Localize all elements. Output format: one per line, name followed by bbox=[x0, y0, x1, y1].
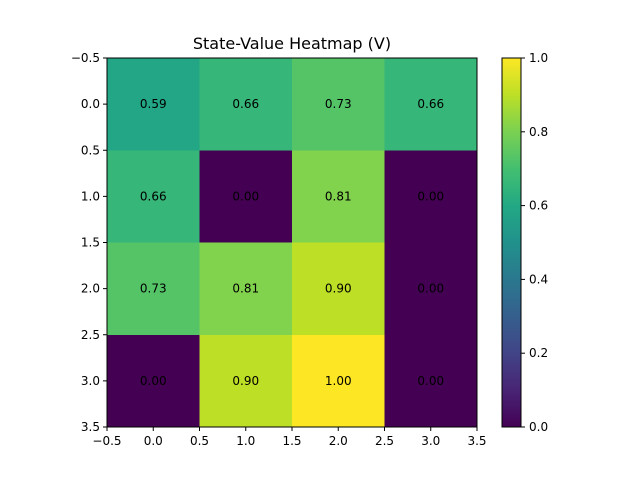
cell-value-label: 1.00 bbox=[325, 374, 352, 388]
heatmap-axes: −0.5 0.0 0.5 1.0 1.5 2.0 2.5 3.0 3.5−0.50.00.51.… bbox=[71, 51, 487, 448]
y-tick-label: 0.5 bbox=[81, 143, 100, 157]
heatmap-cell-r1-c0 bbox=[107, 150, 200, 243]
x-tick-label: 1.0 bbox=[236, 434, 255, 448]
colorbar-frame bbox=[501, 57, 522, 428]
colorbar-tick-label: 0.6 bbox=[529, 199, 548, 213]
heatmap-cell-r0-c1 bbox=[199, 58, 292, 151]
cell-value-label: 0.81 bbox=[325, 189, 352, 203]
y-tick-label: 3.5 bbox=[81, 420, 100, 434]
chart-title: State-Value Heatmap (V) bbox=[193, 34, 391, 53]
cell-value-label: 0.00 bbox=[417, 189, 444, 203]
y-tick-label: 0.0 bbox=[81, 97, 100, 111]
cell-value-label: 0.00 bbox=[417, 282, 444, 296]
x-tick-label: 2.0 bbox=[329, 434, 348, 448]
heatmap-cell-r0-c3 bbox=[384, 58, 477, 151]
y-tick-label: 2.5 bbox=[81, 328, 100, 342]
heatmap-cell-r2-c0 bbox=[107, 242, 200, 335]
colorbar-gradient bbox=[502, 58, 521, 427]
heatmap-cell-r3-c3 bbox=[384, 334, 477, 427]
y-tick-label: 1.0 bbox=[81, 189, 100, 203]
heatmap-cell-r1-c3 bbox=[384, 150, 477, 243]
colorbar-tick-label: 1.0 bbox=[529, 51, 548, 65]
heatmap-cell-r3-c2 bbox=[292, 334, 385, 427]
cell-value-label: 0.81 bbox=[232, 282, 259, 296]
y-tick-label: 1.5 bbox=[81, 236, 100, 250]
heatmap-cell-r1-c2 bbox=[292, 150, 385, 243]
cell-value-label: 0.00 bbox=[232, 189, 259, 203]
colorbar-tick-label: 0.2 bbox=[529, 346, 548, 360]
heatmap-cell-r2-c1 bbox=[199, 242, 292, 335]
colorbar-tick-label: 0.4 bbox=[529, 272, 548, 286]
colorbar-tick-label: 0.0 bbox=[529, 420, 548, 434]
heatmap-cell-r2-c2 bbox=[292, 242, 385, 335]
cell-value-label: 0.73 bbox=[140, 282, 167, 296]
heatmap-cell-r0-c0 bbox=[107, 58, 200, 151]
heatmap-cells bbox=[107, 58, 477, 427]
cell-value-label: 0.59 bbox=[140, 97, 167, 111]
cell-value-label: 0.00 bbox=[417, 374, 444, 388]
y-tick-label: −0.5 bbox=[71, 51, 100, 65]
x-tick-label: 2.5 bbox=[375, 434, 394, 448]
cell-value-label: 0.66 bbox=[417, 97, 444, 111]
cell-value-label: 0.90 bbox=[232, 374, 259, 388]
x-tick-label: 3.5 bbox=[467, 434, 486, 448]
colorbar: 0.0 0.2 0.4 0.6 0.8 1.0 bbox=[501, 51, 548, 434]
heatmap-cell-r1-c1 bbox=[199, 150, 292, 243]
x-tick-label: 1.5 bbox=[282, 434, 301, 448]
colorbar-tick-label: 0.8 bbox=[529, 125, 548, 139]
cell-value-label: 0.66 bbox=[140, 189, 167, 203]
y-tick-label: 3.0 bbox=[81, 374, 100, 388]
x-tick-label: −0.5 bbox=[92, 434, 121, 448]
cell-value-label: 0.90 bbox=[325, 282, 352, 296]
heatmap-cell-r3-c1 bbox=[199, 334, 292, 427]
heatmap-cell-r2-c3 bbox=[384, 242, 477, 335]
x-tick-label: 3.0 bbox=[421, 434, 440, 448]
cell-value-label: 0.00 bbox=[140, 374, 167, 388]
cell-value-label: 0.66 bbox=[232, 97, 259, 111]
x-tick-label: 0.5 bbox=[190, 434, 209, 448]
y-tick-label: 2.0 bbox=[81, 282, 100, 296]
cell-value-label: 0.73 bbox=[325, 97, 352, 111]
heatmap-cell-labels: 0.59 0.66 0.73 0.66 0.66 0.00 0.81 0.00 0.73 0.81… bbox=[140, 97, 444, 388]
x-tick-label: 0.0 bbox=[144, 434, 163, 448]
heatmap-cell-r0-c2 bbox=[292, 58, 385, 151]
heatmap-cell-r3-c0 bbox=[107, 334, 200, 427]
